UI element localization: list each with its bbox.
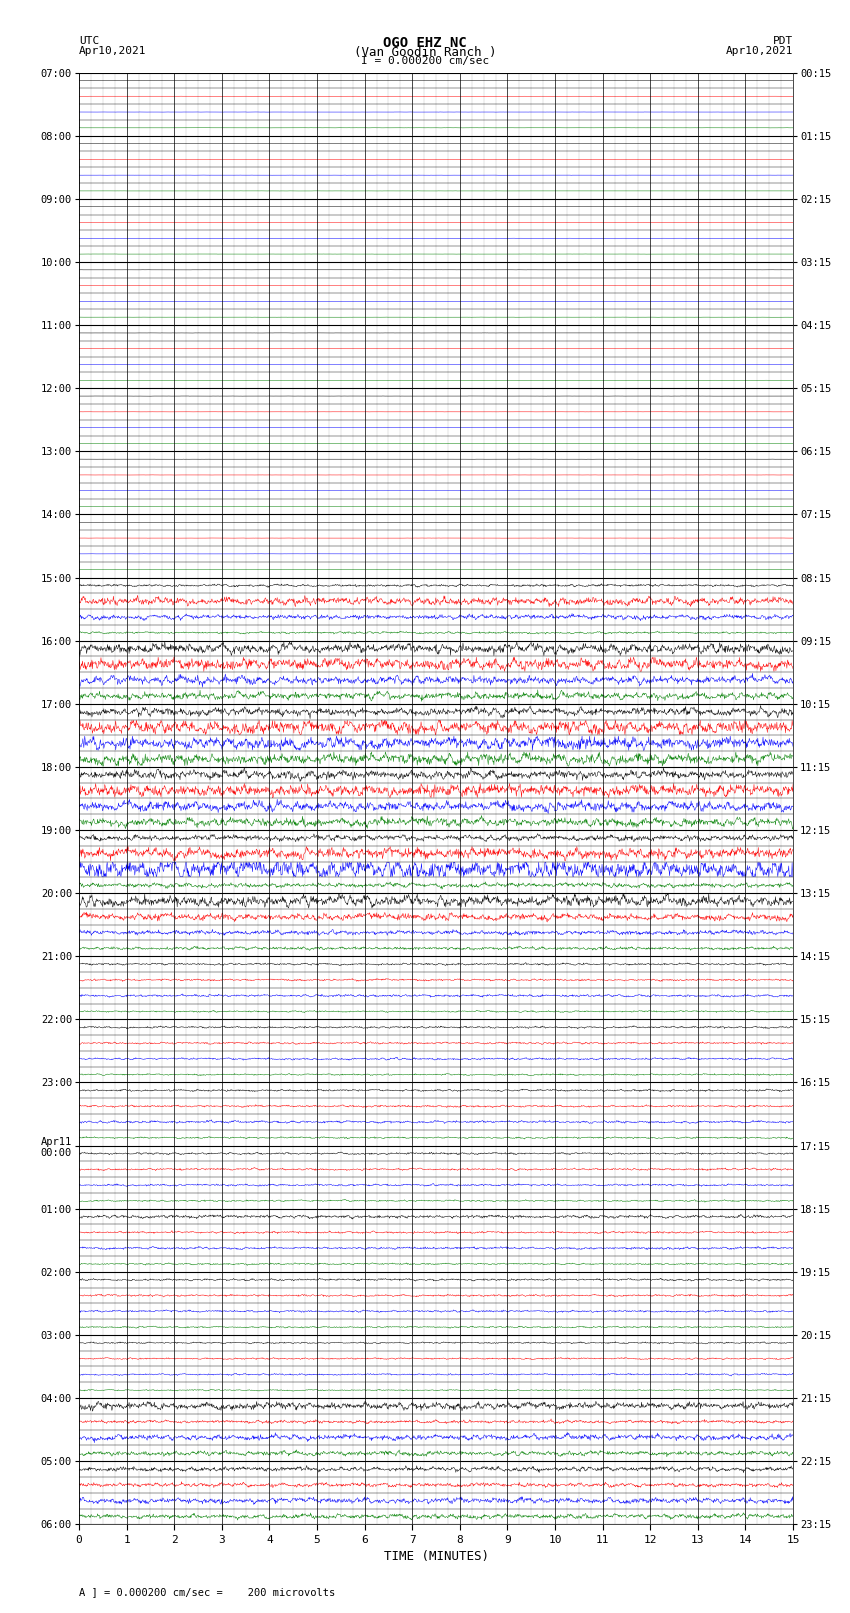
Text: (Van Goodin Ranch ): (Van Goodin Ranch ) <box>354 45 496 60</box>
Text: Apr10,2021: Apr10,2021 <box>79 45 146 56</box>
Text: UTC: UTC <box>79 37 99 47</box>
X-axis label: TIME (MINUTES): TIME (MINUTES) <box>383 1550 489 1563</box>
Text: Apr10,2021: Apr10,2021 <box>726 45 793 56</box>
Text: PDT: PDT <box>773 37 793 47</box>
Text: OGO EHZ NC: OGO EHZ NC <box>383 37 467 50</box>
Text: A ] = 0.000200 cm/sec =    200 microvolts: A ] = 0.000200 cm/sec = 200 microvolts <box>79 1587 335 1597</box>
Text: I = 0.000200 cm/sec: I = 0.000200 cm/sec <box>361 56 489 66</box>
